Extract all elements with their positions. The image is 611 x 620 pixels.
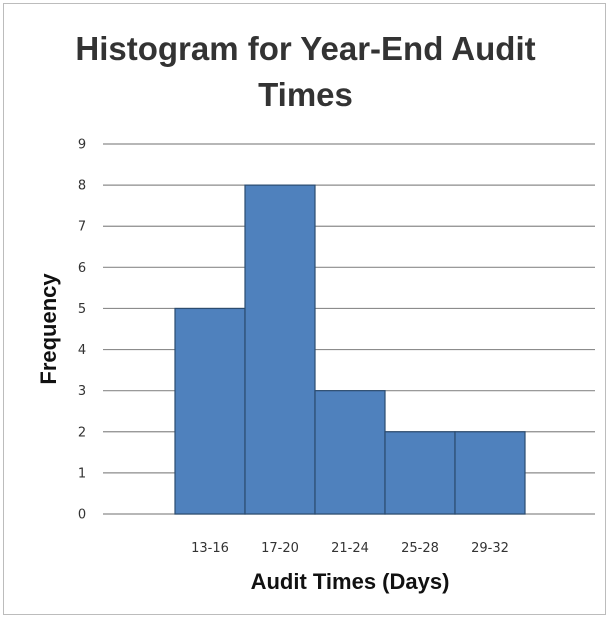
x-tick-label: 13-16: [191, 541, 229, 556]
chart-title-line-1: Histogram for Year-End Audit: [75, 30, 536, 67]
y-tick-label: 1: [78, 466, 86, 481]
bar-25-28: [384, 431, 456, 515]
bar-17-20: [244, 184, 316, 515]
x-tick-label: 21-24: [331, 541, 369, 556]
y-tick-label: 8: [78, 179, 86, 194]
chart-title-line-2: Times: [258, 76, 353, 113]
y-axis-title: Frequency: [36, 273, 61, 385]
bars: [174, 184, 526, 515]
bar-13-16: [174, 307, 246, 515]
bar-29-32: [454, 431, 526, 515]
chart-title: Histogram for Year-End Audit Times: [0, 26, 611, 118]
y-tick-label: 9: [78, 138, 86, 153]
x-tick-labels: 13-16 17-20 21-24 25-28 29-32: [191, 541, 509, 556]
x-tick-label: 25-28: [401, 541, 439, 556]
y-tick-label: 6: [78, 261, 86, 276]
y-tick-label: 5: [78, 302, 86, 317]
x-tick-label: 17-20: [261, 541, 299, 556]
y-tick-labels: 0 1 2 3 4 5 6 7 8 9: [78, 138, 86, 523]
y-tick-label: 0: [78, 508, 86, 523]
y-tick-label: 3: [78, 384, 86, 399]
y-tick-label: 2: [78, 425, 86, 440]
y-tick-label: 7: [78, 220, 86, 235]
y-tick-label: 4: [78, 343, 86, 358]
bar-21-24: [314, 390, 386, 515]
x-axis-title: Audit Times (Days): [251, 569, 450, 594]
x-tick-label: 29-32: [471, 541, 509, 556]
